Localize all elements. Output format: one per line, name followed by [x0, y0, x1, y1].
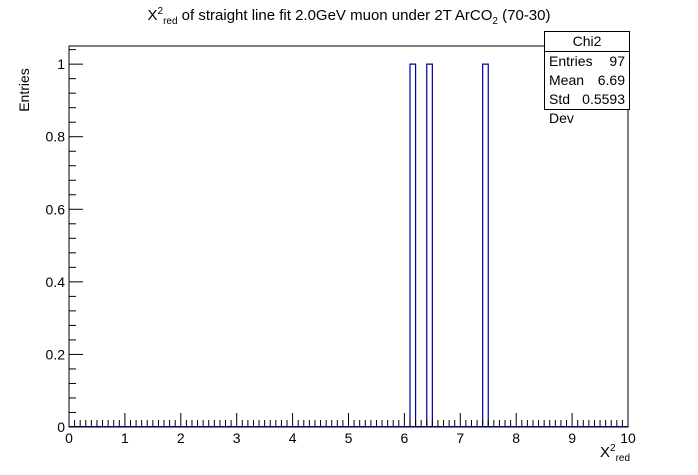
- stats-row-stddev: Std Dev 0.5593: [549, 91, 625, 126]
- histogram-bar: [482, 63, 489, 427]
- x-tick-label: 1: [121, 430, 129, 446]
- x-axis-label: X2red: [600, 443, 630, 464]
- y-tick-label: 0: [57, 419, 65, 435]
- x-tick-label: 6: [401, 430, 409, 446]
- title-chi: X: [147, 7, 158, 24]
- stats-row-entries: Entries 97: [549, 53, 625, 69]
- title-chi-sup: 2: [157, 6, 164, 17]
- title-co-sub: 2: [492, 16, 498, 27]
- x-tick-label: 4: [289, 430, 297, 446]
- y-axis-label: Entries: [16, 68, 32, 112]
- x-tick-label: 5: [345, 430, 353, 446]
- y-tick-label: 0.6: [46, 201, 66, 217]
- x-tick-label: 7: [456, 430, 464, 446]
- stats-row-mean: Mean 6.69: [549, 72, 625, 88]
- xlabel-sub: red: [615, 453, 631, 464]
- x-tick-label: 2: [177, 430, 185, 446]
- x-tick-label: 3: [233, 430, 241, 446]
- stats-title: Chi2: [545, 32, 629, 52]
- title-middle: of straight line fit 2.0GeV muon under 2…: [177, 7, 493, 24]
- x-axis: 0 1 2 3 4 5 6 7 8 9 10: [65, 413, 636, 446]
- histogram-bar: [426, 63, 433, 427]
- x-tick-label: 9: [568, 430, 576, 446]
- y-tick-label: 0.4: [46, 274, 66, 290]
- histogram-bar: [409, 63, 417, 427]
- title-end: (70-30): [497, 7, 551, 24]
- y-axis: 0 0.2 0.4 0.6 0.8 1: [46, 49, 83, 435]
- x-tick-label: 0: [65, 430, 73, 446]
- x-tick-label: 8: [512, 430, 520, 446]
- histogram-bars: [69, 63, 628, 427]
- stats-box: Chi2 Entries 97 Mean 6.69 Std Dev 0.5593: [544, 31, 630, 126]
- y-tick-label: 0.2: [46, 346, 66, 362]
- y-tick-label: 1: [57, 56, 65, 72]
- y-tick-label: 0.8: [46, 129, 66, 145]
- chart-title: X2red of straight line fit 2.0GeV muon u…: [0, 6, 698, 27]
- x-tick-label: 10: [620, 430, 636, 446]
- xlabel-chi: X: [600, 444, 611, 461]
- xlabel-sup: 2: [610, 443, 616, 454]
- title-chi-sub: red: [163, 16, 178, 27]
